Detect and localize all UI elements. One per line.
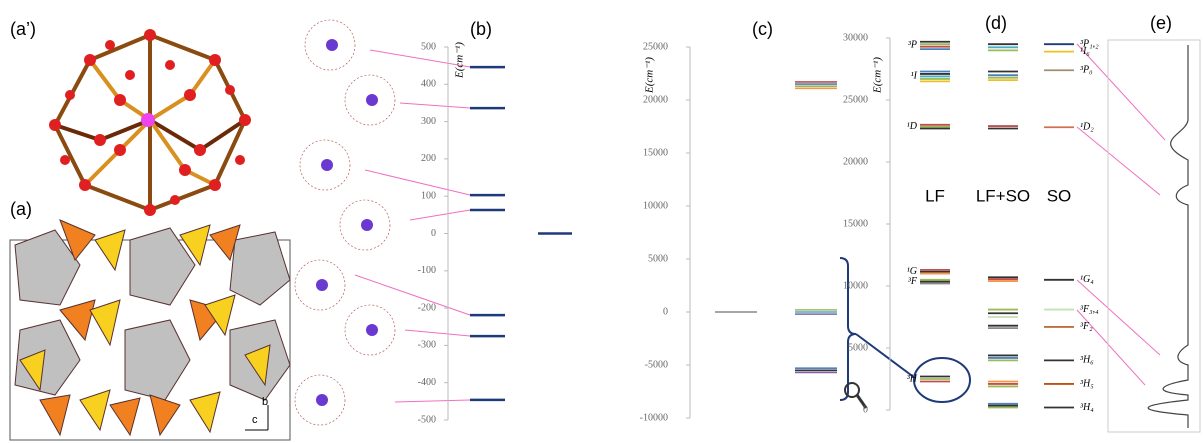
axis-title: E(cm⁻¹) xyxy=(872,57,884,94)
y-tick-label: 500 xyxy=(421,41,436,52)
y-tick-label: 10000 xyxy=(843,280,868,291)
term-label: ¹I xyxy=(911,71,918,82)
y-tick-label: -300 xyxy=(418,340,436,351)
panel-label: (a) xyxy=(10,199,32,219)
y-tick-label: 100 xyxy=(421,190,436,201)
panel-label: (c) xyxy=(752,19,773,39)
term-label: ³P₀ xyxy=(1080,65,1093,76)
term-label: ³H₆ xyxy=(1080,355,1094,366)
y-tick-label: 5000 xyxy=(848,342,868,353)
y-tick-label: -5000 xyxy=(645,359,668,370)
metal-ion xyxy=(141,113,155,127)
y-tick-label: 10000 xyxy=(643,200,668,211)
y-tick-label: 0 xyxy=(863,404,868,415)
y-tick-label: -200 xyxy=(418,302,436,313)
figure: b c (a’) (a) (b) (c) (d) (e) 500 400 300 200 100 0 -… xyxy=(0,0,1203,443)
term-label: ³P xyxy=(908,40,917,51)
polyhedra xyxy=(10,220,290,440)
panel-label: (d) xyxy=(985,13,1007,33)
term-label: ¹D₂ xyxy=(1080,122,1094,133)
y-tick-label: 15000 xyxy=(843,218,868,229)
y-tick-label: 25000 xyxy=(643,41,668,52)
term-label: ³F₃,₄ xyxy=(1080,304,1099,315)
column-heading: SO xyxy=(1047,186,1072,205)
y-tick-label: -500 xyxy=(418,414,436,425)
y-tick-label: 400 xyxy=(421,79,436,90)
column-heading: LF+SO xyxy=(976,186,1030,205)
y-tick-label: -100 xyxy=(418,265,436,276)
spectrum xyxy=(1108,40,1200,432)
y-tick-label: 0 xyxy=(663,306,668,317)
y-tick-label: 20000 xyxy=(843,156,868,167)
y-tick-label: 20000 xyxy=(643,94,668,105)
y-tick-label: 200 xyxy=(421,153,436,164)
axis-title: E(cm⁻¹) xyxy=(454,42,466,79)
y-tick-label: 25000 xyxy=(843,94,868,105)
term-label: ³H₅ xyxy=(1080,378,1094,389)
y-tick-label: 15000 xyxy=(643,147,668,158)
term-label: ³F xyxy=(908,276,918,287)
panel-label: (e) xyxy=(1150,13,1172,33)
column-heading: LF xyxy=(925,186,945,205)
y-tick-label: -400 xyxy=(418,377,436,388)
term-label: ³H₄ xyxy=(1080,402,1094,413)
panel-label: (a’) xyxy=(10,19,36,39)
term-label: ¹D xyxy=(907,121,918,132)
y-tick-label: 5000 xyxy=(648,253,668,264)
crystal-thumbnails xyxy=(295,20,395,425)
y-tick-label: 0 xyxy=(431,228,436,239)
axis-b: b xyxy=(262,396,268,408)
term-label: ¹G₄ xyxy=(1080,274,1094,285)
y-tick-label: -10000 xyxy=(640,412,668,423)
y-tick-label: 30000 xyxy=(843,32,868,43)
axis-c: c xyxy=(252,414,258,426)
term-label: ³H xyxy=(907,373,918,384)
y-tick-label: 300 xyxy=(421,116,436,127)
axis-title: E(cm⁻¹) xyxy=(644,57,656,94)
connectors xyxy=(355,44,1165,402)
ion-glyphs xyxy=(316,39,378,406)
term-label: ³F₂ xyxy=(1080,321,1093,332)
term-label: ¹I₆ xyxy=(1080,46,1090,57)
panel-label: (b) xyxy=(470,19,492,39)
